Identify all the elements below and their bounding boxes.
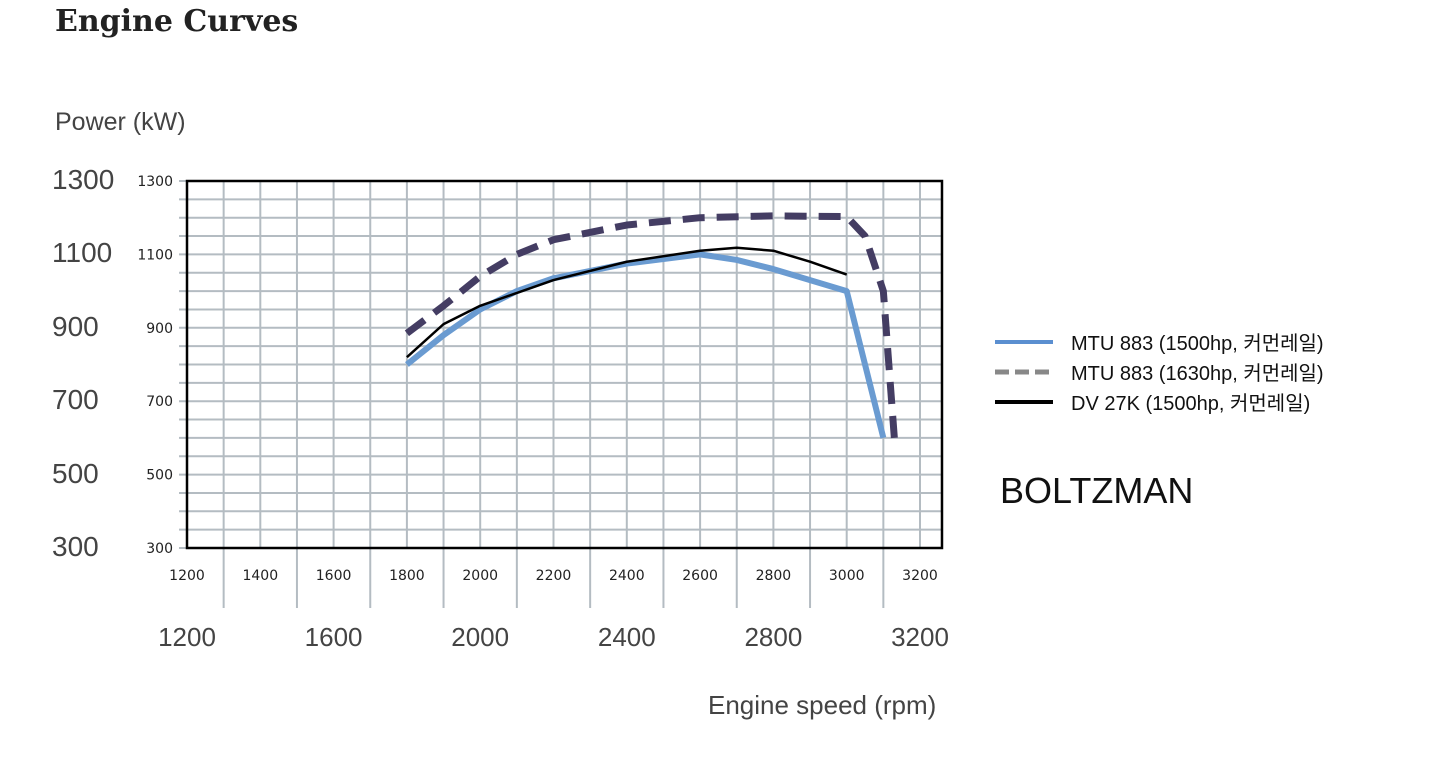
x-tick-label: 3200 bbox=[902, 568, 938, 584]
big-y-tick-label: 1100 bbox=[52, 237, 113, 269]
brand-label: BOLTZMAN bbox=[1000, 470, 1194, 511]
x-tick-label: 2000 bbox=[462, 568, 498, 584]
legend-item-mtu883-1630: MTU 883 (1630hp, 커먼레일) bbox=[995, 357, 1324, 386]
big-x-tick-label: 3200 bbox=[891, 622, 949, 652]
page-title: Engine Curves bbox=[55, 4, 299, 39]
plot-frame bbox=[185, 179, 944, 550]
x-tick-label: 2800 bbox=[756, 568, 792, 584]
y-axis-label: Power (kW) bbox=[55, 108, 186, 136]
x-tick-label: 2400 bbox=[609, 568, 645, 584]
legend-item-dv27k: DV 27K (1500hp, 커먼레일) bbox=[995, 387, 1310, 416]
legend-swatch-dashed-gray bbox=[995, 369, 1053, 374]
legend-swatch-solid-black bbox=[995, 399, 1053, 404]
y-tick-label: 1300 bbox=[137, 174, 173, 190]
legend-label: DV 27K (1500hp, 커먼레일) bbox=[1071, 393, 1311, 415]
y-tick-label: 1100 bbox=[137, 247, 173, 263]
x-tick-label: 2600 bbox=[682, 568, 718, 584]
x-axis-label: Engine speed (rpm) bbox=[708, 690, 937, 720]
y-tick-label: 500 bbox=[146, 468, 173, 484]
big-y-tick-label: 500 bbox=[52, 457, 99, 489]
big-x-tick-label: 2400 bbox=[597, 622, 656, 652]
big-y-tick-label: 700 bbox=[52, 384, 99, 416]
big-x-tick-label: 2000 bbox=[451, 622, 510, 652]
legend-label: MTU 883 (1630hp, 커먼레일) bbox=[1071, 363, 1324, 385]
y-tick-label: 900 bbox=[146, 321, 173, 337]
big-x-tick-label: 1600 bbox=[304, 622, 363, 652]
series-line-2 bbox=[406, 246, 848, 359]
legend-swatch-solid-blue bbox=[995, 339, 1053, 344]
big-y-tick-label: 1300 bbox=[52, 164, 115, 195]
series-line-1 bbox=[404, 212, 898, 439]
x-tick-label: 1400 bbox=[242, 568, 278, 584]
big-x-tick-label: 2800 bbox=[744, 622, 803, 652]
big-y-tick-label: 900 bbox=[52, 310, 99, 342]
y-tick-label: 300 bbox=[146, 541, 173, 557]
big-y-tick-label: 300 bbox=[52, 531, 99, 562]
x-tick-label: 1600 bbox=[316, 568, 352, 584]
series-line-0 bbox=[405, 251, 887, 439]
big-x-tick-label: 1200 bbox=[158, 622, 216, 652]
x-tick-label: 1800 bbox=[389, 568, 425, 584]
x-tick-label: 3000 bbox=[829, 568, 865, 584]
x-tick-label: 2200 bbox=[536, 568, 572, 584]
legend-item-mtu883-1500: MTU 883 (1500hp, 커먼레일) bbox=[995, 327, 1324, 356]
legend-label: MTU 883 (1500hp, 커먼레일) bbox=[1071, 333, 1324, 355]
y-tick-label: 700 bbox=[146, 394, 173, 410]
x-tick-label: 1200 bbox=[169, 568, 205, 584]
